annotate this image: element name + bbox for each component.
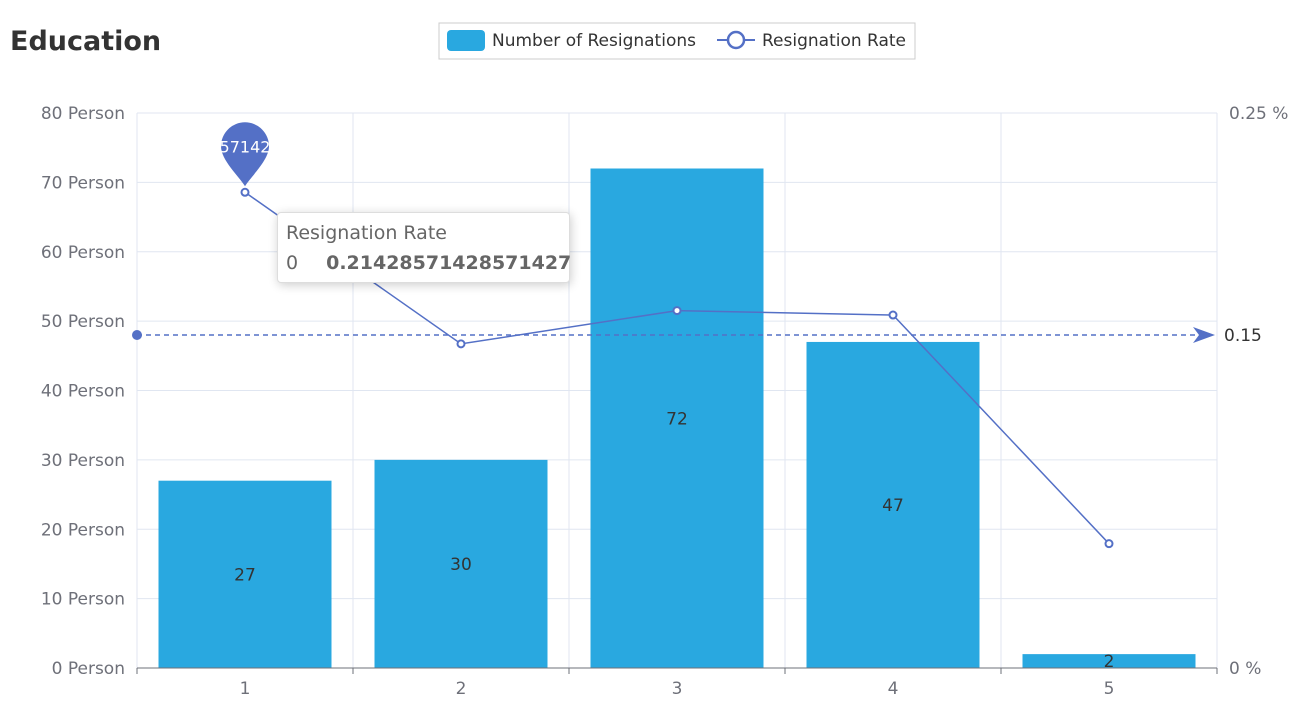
bar[interactable] — [158, 480, 332, 668]
rate-point[interactable] — [672, 306, 682, 316]
bar[interactable] — [806, 341, 980, 668]
rate-point[interactable] — [888, 310, 898, 320]
y-left-tick-label: 50 Person — [41, 312, 125, 332]
bar-value-label: 72 — [666, 409, 688, 429]
x-tick-label: 2 — [456, 679, 467, 699]
rate-point[interactable] — [456, 339, 466, 349]
legend-box — [438, 22, 916, 60]
legend-label-resignations: Number of Resignations — [492, 31, 696, 51]
legend-bar-swatch — [447, 30, 485, 51]
tooltip-row: 0 0.21428571428571427 — [286, 249, 571, 277]
mark-line: 0.15 — [132, 326, 1262, 346]
y-right-tick-label: 0.25 % — [1229, 104, 1288, 124]
y-left-tick-label: 70 Person — [41, 173, 125, 193]
y-left-tick-label: 30 Person — [41, 451, 125, 471]
legend-label-rate: Resignation Rate — [762, 31, 906, 51]
bar-value-label: 30 — [450, 555, 472, 575]
y-left-tick-label: 20 Person — [41, 520, 125, 540]
bar[interactable] — [374, 459, 548, 668]
tooltip-value: 0.21428571428571427 — [326, 252, 572, 274]
legend-line-marker — [726, 30, 746, 50]
x-tick-label: 1 — [240, 679, 251, 699]
bar-series: 27 30 72 47 2 — [158, 168, 1196, 672]
y-left-tick-label: 60 Person — [41, 243, 125, 263]
bar-value-label: 47 — [882, 496, 904, 516]
mark-point-pin[interactable] — [221, 122, 269, 187]
rate-point[interactable] — [240, 187, 250, 197]
x-tick-label: 3 — [672, 679, 683, 699]
line-series — [240, 187, 1114, 549]
x-tick-label: 4 — [888, 679, 899, 699]
legend-item-line[interactable]: Resignation Rate — [717, 30, 906, 51]
tooltip: Resignation Rate 0 0.21428571428571427 — [277, 212, 571, 283]
rate-point[interactable] — [1104, 539, 1114, 549]
chart-title: Education — [10, 26, 161, 57]
markline-label: 0.15 — [1224, 326, 1262, 346]
mark-point-label: 57142 — [220, 137, 271, 156]
bar-value-label: 27 — [234, 565, 256, 585]
y-left-tick-label: 0 Person — [52, 659, 125, 679]
legend-item-bar[interactable]: Number of Resignations — [447, 30, 696, 51]
mark-point: 57142 — [220, 122, 271, 187]
y-left-tick-label: 10 Person — [41, 590, 125, 610]
y-left-tick-label: 40 Person — [41, 382, 125, 402]
y-left-tick-label: 80 Person — [41, 104, 125, 124]
legend: Number of Resignations Resignation Rate — [438, 22, 916, 60]
x-tick-label: 5 — [1104, 679, 1115, 699]
tooltip-title: Resignation Rate — [286, 222, 447, 244]
markline-arrow — [1193, 327, 1215, 343]
tooltip-name: 0 — [286, 252, 299, 274]
bar[interactable] — [1022, 654, 1196, 668]
markline-start-symbol — [132, 330, 142, 340]
bar-value-label: 2 — [1104, 652, 1115, 672]
bar[interactable] — [590, 168, 764, 669]
y-right-tick-label: 0 % — [1229, 659, 1261, 679]
